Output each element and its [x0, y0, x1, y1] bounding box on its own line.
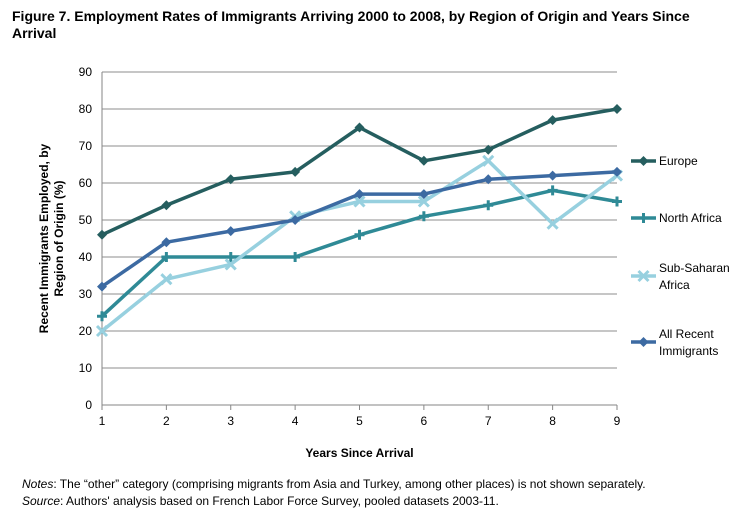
x-tick-label: 1	[99, 414, 106, 428]
data-point-north-africa	[97, 311, 107, 322]
data-point-europe	[290, 166, 301, 177]
data-point-all-recent-immigrants	[483, 174, 494, 185]
data-point-north-africa	[354, 229, 365, 240]
x-tick-label: 3	[227, 414, 234, 428]
data-point-all-recent-immigrants	[290, 215, 301, 225]
data-point-sub-saharan-africa	[482, 154, 495, 167]
y-tick-label: 70	[79, 139, 93, 153]
data-point-all-recent-immigrants	[612, 166, 622, 177]
data-point-all-recent-immigrants	[547, 170, 558, 181]
data-point-sub-saharan-africa	[353, 195, 366, 208]
notes-text: : The “other” category (comprising migra…	[53, 477, 646, 491]
legend-label-europe: Europe	[659, 154, 698, 168]
y-tick-label: 30	[79, 287, 93, 301]
data-point-north-africa	[612, 196, 622, 207]
legend-label-all-recent-immigrants: All Recent	[659, 327, 714, 341]
x-tick-label: 2	[163, 414, 170, 428]
y-tick-label: 40	[79, 250, 93, 264]
series-line-sub-saharan-africa	[100, 159, 619, 333]
y-tick-label: 20	[79, 324, 93, 338]
data-point-europe	[612, 104, 622, 114]
notes-label: Notes	[22, 477, 54, 491]
data-point-sub-saharan-africa	[95, 324, 109, 338]
x-tick-label: 6	[421, 414, 428, 428]
source-text: : Authors' analysis based on French Labo…	[60, 494, 499, 508]
y-tick-label: 50	[79, 213, 93, 227]
data-point-europe	[418, 155, 429, 166]
data-point-all-recent-immigrants	[418, 189, 429, 200]
data-point-europe	[161, 200, 172, 211]
data-point-sub-saharan-africa	[224, 258, 237, 271]
data-point-all-recent-immigrants	[161, 237, 172, 248]
x-axis-title: Years Since Arrival	[305, 446, 413, 460]
legend-marker-europe	[638, 156, 649, 166]
source-label: Source	[22, 494, 61, 508]
data-point-europe	[483, 144, 494, 155]
data-point-north-africa	[547, 185, 558, 196]
chart-notes: Notes: The “other” category (comprising …	[22, 476, 742, 510]
legend-label-all-recent-immigrants: Immigrants	[659, 344, 718, 358]
data-point-europe	[354, 122, 365, 133]
data-point-sub-saharan-africa	[546, 217, 559, 230]
data-point-sub-saharan-africa	[417, 195, 430, 208]
data-point-europe	[97, 229, 107, 240]
x-tick-label: 8	[549, 414, 556, 428]
data-point-all-recent-immigrants	[354, 189, 365, 200]
data-point-north-africa	[418, 211, 429, 222]
x-tick-label: 9	[614, 414, 621, 428]
legend-marker-all-recent-immigrants	[638, 337, 649, 347]
y-tick-label: 0	[85, 398, 92, 412]
source-line: Source: Authors' analysis based on Frenc…	[22, 493, 742, 510]
y-axis-title: Recent Immigrants Employed, byRegion of …	[37, 143, 66, 333]
data-point-sub-saharan-africa	[160, 273, 173, 286]
y-tick-label: 90	[79, 65, 93, 79]
legend-marker-sub-saharan-africa	[637, 269, 650, 283]
data-point-all-recent-immigrants	[225, 226, 236, 237]
data-point-europe	[225, 174, 236, 185]
x-tick-label: 4	[292, 414, 299, 428]
legend-marker-north-africa	[638, 213, 649, 223]
legend-label-north-africa: North Africa	[659, 211, 722, 225]
data-point-north-africa	[483, 200, 494, 211]
y-tick-label: 60	[79, 176, 93, 190]
legend-label-sub-saharan-africa: Sub-Saharan	[659, 261, 730, 275]
x-tick-label: 7	[485, 414, 492, 428]
data-point-europe	[547, 115, 558, 126]
data-point-north-africa	[290, 252, 301, 262]
data-point-north-africa	[225, 252, 236, 262]
data-point-all-recent-immigrants	[97, 281, 107, 292]
legend-label-sub-saharan-africa: Africa	[659, 278, 690, 292]
chart-title: Figure 7. Employment Rates of Immigrants…	[12, 8, 690, 41]
x-tick-label: 5	[356, 414, 363, 428]
y-tick-label: 10	[79, 361, 93, 375]
data-point-north-africa	[161, 252, 172, 262]
y-tick-label: 80	[79, 102, 93, 116]
notes-line: Notes: The “other” category (comprising …	[22, 476, 742, 493]
